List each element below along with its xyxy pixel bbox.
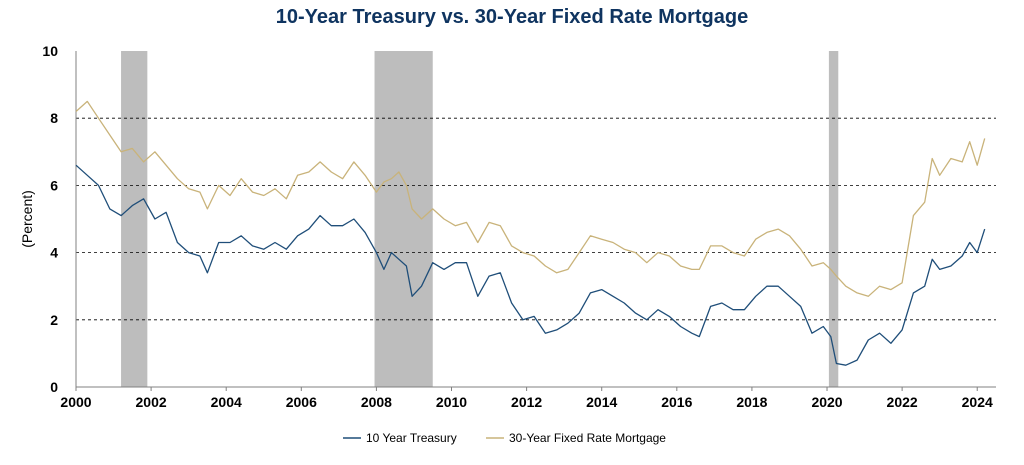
x-tick-label-2000: 2000: [60, 394, 91, 410]
x-tick-label-2022: 2022: [887, 394, 918, 410]
tick-labels: 2000 2002 2004 2006 2008 2010 2012 2014 2016 2018…: [42, 43, 993, 410]
series-lines: [75, 100, 986, 366]
x-tick-label-2008: 2008: [361, 394, 392, 410]
x-tick-label-2002: 2002: [136, 394, 167, 410]
legend: 10 Year Treasury 30-Year Fixed Rate Mort…: [343, 431, 666, 445]
x-tick-label-2010: 2010: [436, 394, 467, 410]
x-tick-label-2018: 2018: [736, 394, 767, 410]
chart-title: 10-Year Treasury vs. 30-Year Fixed Rate …: [275, 6, 749, 28]
y-tick-label-8: 8: [50, 110, 58, 126]
axes: [75, 51, 996, 388]
recession-band-2: [828, 51, 839, 387]
x-tick-label-2012: 2012: [511, 394, 542, 410]
legend-label-10-year-treasury: 10 Year Treasury: [366, 431, 457, 445]
recession-band-1: [374, 51, 433, 387]
x-tick-label-2006: 2006: [286, 394, 317, 410]
recession-band-0: [121, 51, 148, 387]
legend-label-30-year-fixed-rate-mortgage: 30-Year Fixed Rate Mortgage: [509, 431, 666, 445]
x-tick-label-2024: 2024: [962, 394, 993, 410]
series-line-1: [75, 100, 986, 297]
y-tick-label-0: 0: [50, 379, 58, 395]
x-tick-label-2004: 2004: [211, 394, 242, 410]
y-tick-label-2: 2: [50, 312, 58, 328]
y-tick-label-10: 10: [42, 43, 58, 59]
y-tick-label-6: 6: [50, 177, 58, 193]
series-line-0: [75, 164, 986, 366]
gridlines: [76, 117, 996, 321]
x-tick-label-2014: 2014: [586, 394, 617, 410]
y-tick-label-4: 4: [50, 245, 58, 261]
x-tick-label-2016: 2016: [661, 394, 692, 410]
y-axis-title: (Percent): [19, 190, 35, 248]
x-tick-label-2020: 2020: [811, 394, 842, 410]
recession-bands: [121, 51, 839, 387]
